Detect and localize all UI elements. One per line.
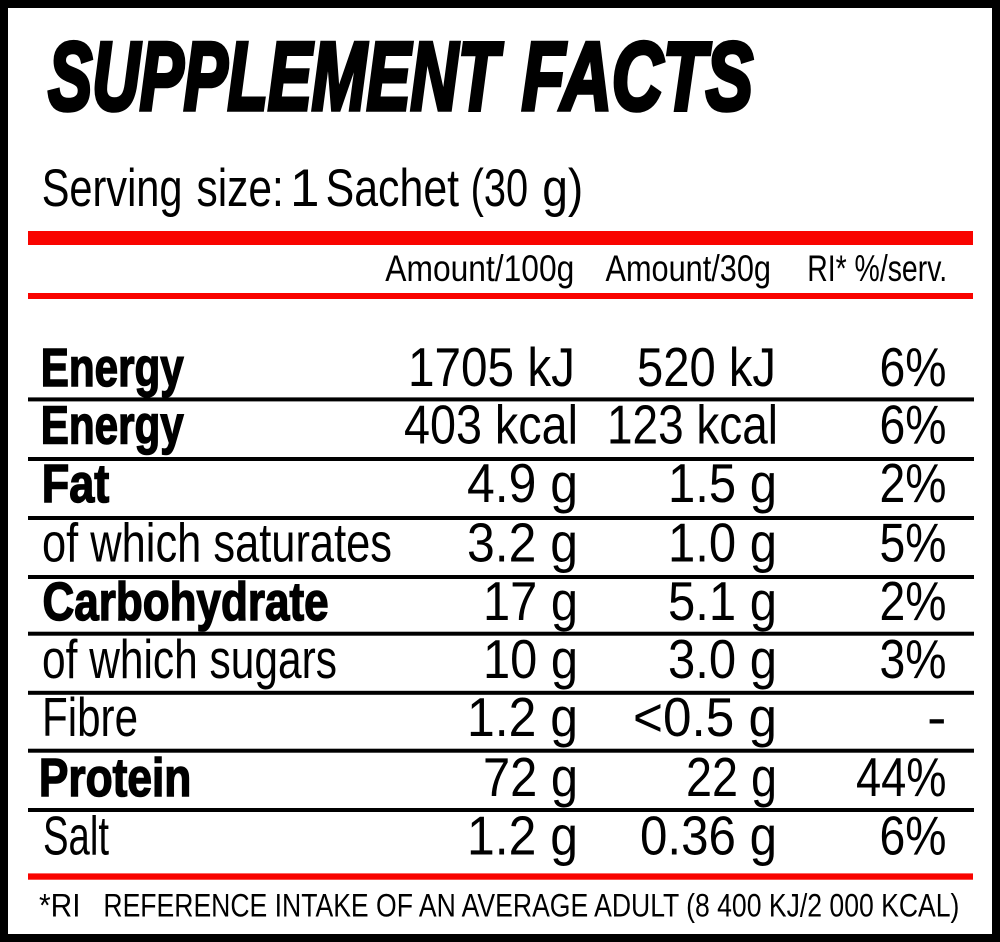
svg-text:size:: size: [197,159,284,218]
svg-text:1: 1 [290,159,320,218]
svg-text:Amount/30g: Amount/30g [606,248,772,289]
svg-text:*RI: *RI [39,888,81,924]
svg-text:1705 kJ: 1705 kJ [408,336,575,398]
svg-text:-: - [927,686,947,748]
svg-text:3.2 g: 3.2 g [467,512,578,574]
svg-text:Sachet: Sachet [326,159,460,218]
svg-text:g): g) [542,159,583,218]
svg-text:44%: 44% [856,746,947,808]
svg-text:Carbohydrate: Carbohydrate [42,572,328,632]
svg-text:403 kcal: 403 kcal [404,394,578,456]
svg-text:10 g: 10 g [483,628,578,690]
svg-text:Amount/100g: Amount/100g [385,248,574,289]
svg-text:520 kJ: 520 kJ [637,336,776,398]
svg-text:Fibre: Fibre [42,686,138,748]
svg-text:4.9 g: 4.9 g [467,452,578,514]
svg-text:<0.5 g: <0.5 g [633,686,777,748]
svg-text:RI* %/serv.: RI* %/serv. [807,248,947,289]
svg-text:2%: 2% [880,452,947,514]
svg-text:1.2 g: 1.2 g [467,805,578,867]
svg-text:3.0 g: 3.0 g [668,628,777,690]
svg-text:2%: 2% [880,570,947,632]
svg-text:(30: (30 [471,159,528,218]
svg-text:Fat: Fat [42,454,110,514]
svg-text:FACTS: FACTS [522,24,753,131]
svg-text:Serving: Serving [42,159,183,218]
svg-text:6%: 6% [880,336,947,398]
svg-text:3%: 3% [880,628,947,690]
svg-text:Energy: Energy [41,338,184,398]
svg-text:of which sugars: of which sugars [42,628,337,690]
svg-text:1.5 g: 1.5 g [668,452,777,514]
svg-text:Energy: Energy [41,396,184,456]
svg-text:1.0 g: 1.0 g [668,512,777,574]
svg-text:22 g: 22 g [686,746,777,808]
svg-text:0.36 g: 0.36 g [640,805,777,867]
svg-text:of which saturates: of which saturates [42,512,392,574]
svg-text:72 g: 72 g [483,746,578,808]
svg-text:Salt: Salt [43,805,109,867]
svg-text:1.2 g: 1.2 g [467,686,578,748]
svg-text:17 g: 17 g [483,570,578,632]
svg-text:5%: 5% [880,512,947,574]
svg-text:REFERENCE INTAKE OF AN AVERAGE: REFERENCE INTAKE OF AN AVERAGE ADULT (8 … [103,888,959,924]
svg-text:SUPPLEMENT: SUPPLEMENT [48,24,503,131]
svg-text:123 kcal: 123 kcal [607,394,778,456]
svg-text:Protein: Protein [39,748,192,808]
svg-text:6%: 6% [880,394,947,456]
svg-text:5.1 g: 5.1 g [668,570,777,632]
svg-text:6%: 6% [880,805,947,867]
